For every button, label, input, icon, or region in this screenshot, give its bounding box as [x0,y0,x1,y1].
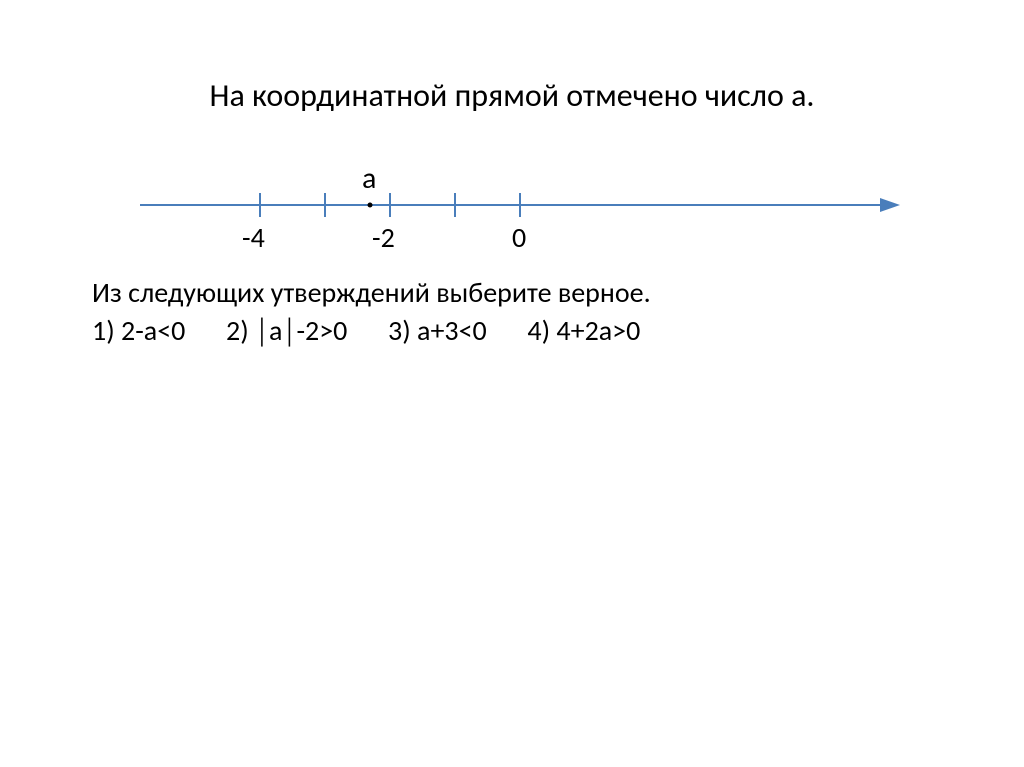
option-3: 3) a+3<0 [388,313,487,348]
options-line: 1) 2-a<0 2) │а│-2>0 3) a+3<0 4) 4+2a>0 [92,313,640,348]
arrow-head-icon [880,198,900,212]
instruction-text: Из следующих утверждений выберите верное… [92,275,651,310]
slide: На координатной прямой отмечено число а.… [0,0,1024,767]
tick-label: 0 [512,220,526,255]
tick-label: -2 [372,220,395,255]
number-line: a -4 -2 0 [140,160,900,280]
option-2: 2) │а│-2>0 [226,313,347,348]
point-a [368,203,373,208]
option-4: 4) 4+2a>0 [527,313,640,348]
slide-title: На координатной прямой отмечено число а. [0,76,1024,115]
option-1: 1) 2-a<0 [92,313,185,348]
tick-label: -4 [242,220,265,255]
point-a-label: a [362,160,376,197]
